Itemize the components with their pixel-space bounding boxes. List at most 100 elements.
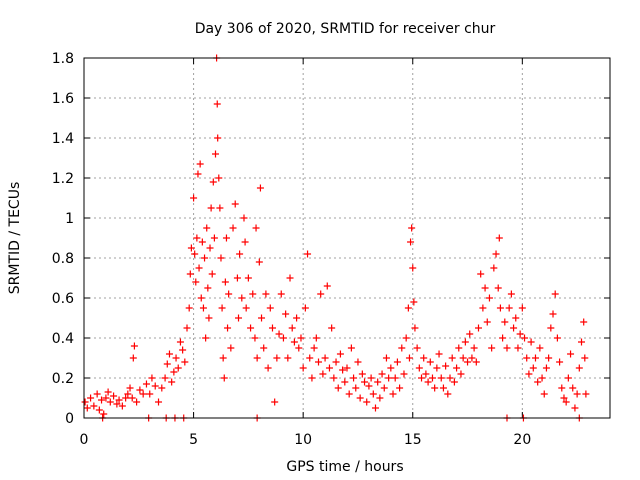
data-point (562, 398, 570, 406)
data-point (205, 314, 213, 322)
data-point (407, 238, 415, 246)
data-point (146, 390, 154, 398)
data-point (525, 370, 533, 378)
data-point (151, 382, 159, 390)
data-point (352, 384, 360, 392)
data-point (208, 270, 216, 278)
data-point (564, 374, 572, 382)
data-point (277, 290, 285, 298)
data-point (494, 284, 502, 292)
data-point (95, 406, 103, 414)
data-point (198, 238, 206, 246)
data-point (464, 358, 472, 366)
data-point (220, 374, 228, 382)
data-point (501, 318, 509, 326)
data-point (378, 370, 386, 378)
data-point (507, 290, 515, 298)
data-point (339, 366, 347, 374)
data-point (363, 398, 371, 406)
data-point (325, 364, 333, 372)
data-point (193, 234, 201, 242)
data-point (488, 344, 496, 352)
data-point (197, 294, 205, 302)
data-point (247, 324, 255, 332)
data-point (514, 344, 522, 352)
data-point (538, 374, 546, 382)
data-point (100, 410, 108, 418)
data-point (209, 178, 217, 186)
data-point (217, 254, 225, 262)
data-point (126, 384, 134, 392)
plot-frame (83, 57, 611, 419)
data-point (558, 384, 566, 392)
data-point (297, 334, 305, 342)
data-point (479, 304, 487, 312)
data-point (400, 370, 408, 378)
data-point (130, 342, 138, 350)
data-point (490, 264, 498, 272)
data-point (83, 404, 91, 412)
data-point (556, 358, 564, 366)
data-point (361, 378, 369, 386)
x-tick-label: 0 (80, 432, 89, 448)
data-point (573, 390, 581, 398)
data-point (393, 358, 401, 366)
data-point (253, 354, 261, 362)
data-point (225, 290, 233, 298)
data-point (139, 390, 147, 398)
data-point (161, 374, 169, 382)
data-point (402, 334, 410, 342)
data-point (496, 304, 504, 312)
data-point (408, 224, 416, 232)
data-point (369, 390, 377, 398)
x-tick-label: 20 (513, 432, 531, 448)
data-point (275, 330, 283, 338)
data-point (258, 314, 266, 322)
data-point (236, 250, 244, 258)
data-point (142, 380, 150, 388)
data-point (431, 384, 439, 392)
data-point (374, 378, 382, 386)
data-point (347, 344, 355, 352)
data-point (560, 394, 568, 402)
data-point (413, 344, 421, 352)
data-point (365, 382, 373, 390)
data-point (503, 344, 511, 352)
data-point (426, 358, 434, 366)
data-point (477, 270, 485, 278)
data-point (235, 314, 243, 322)
data-point (128, 394, 136, 402)
data-point (174, 364, 182, 372)
data-point (581, 354, 589, 362)
data-point (382, 354, 390, 362)
data-point (214, 134, 222, 142)
data-point (323, 282, 331, 290)
data-point (202, 334, 210, 342)
y-tick-label: 1.8 (52, 51, 74, 67)
data-point (483, 318, 491, 326)
data-point (542, 364, 550, 372)
data-point (411, 324, 419, 332)
data-point (481, 284, 489, 292)
data-point (268, 324, 276, 332)
data-point (165, 350, 173, 358)
data-point (199, 304, 207, 312)
data-point (122, 394, 130, 402)
data-point (216, 204, 224, 212)
data-point (350, 374, 358, 382)
data-point (293, 314, 301, 322)
data-point (553, 334, 561, 342)
data-point (475, 324, 482, 332)
data-point (385, 374, 393, 382)
data-point (450, 378, 458, 386)
y-tick-label: 0.8 (52, 251, 74, 267)
data-point (306, 354, 314, 362)
data-point (315, 358, 323, 366)
data-point (551, 290, 559, 298)
data-point (319, 370, 327, 378)
data-point (512, 314, 520, 322)
data-point (124, 390, 132, 398)
data-point (212, 150, 219, 158)
data-point (110, 392, 118, 400)
